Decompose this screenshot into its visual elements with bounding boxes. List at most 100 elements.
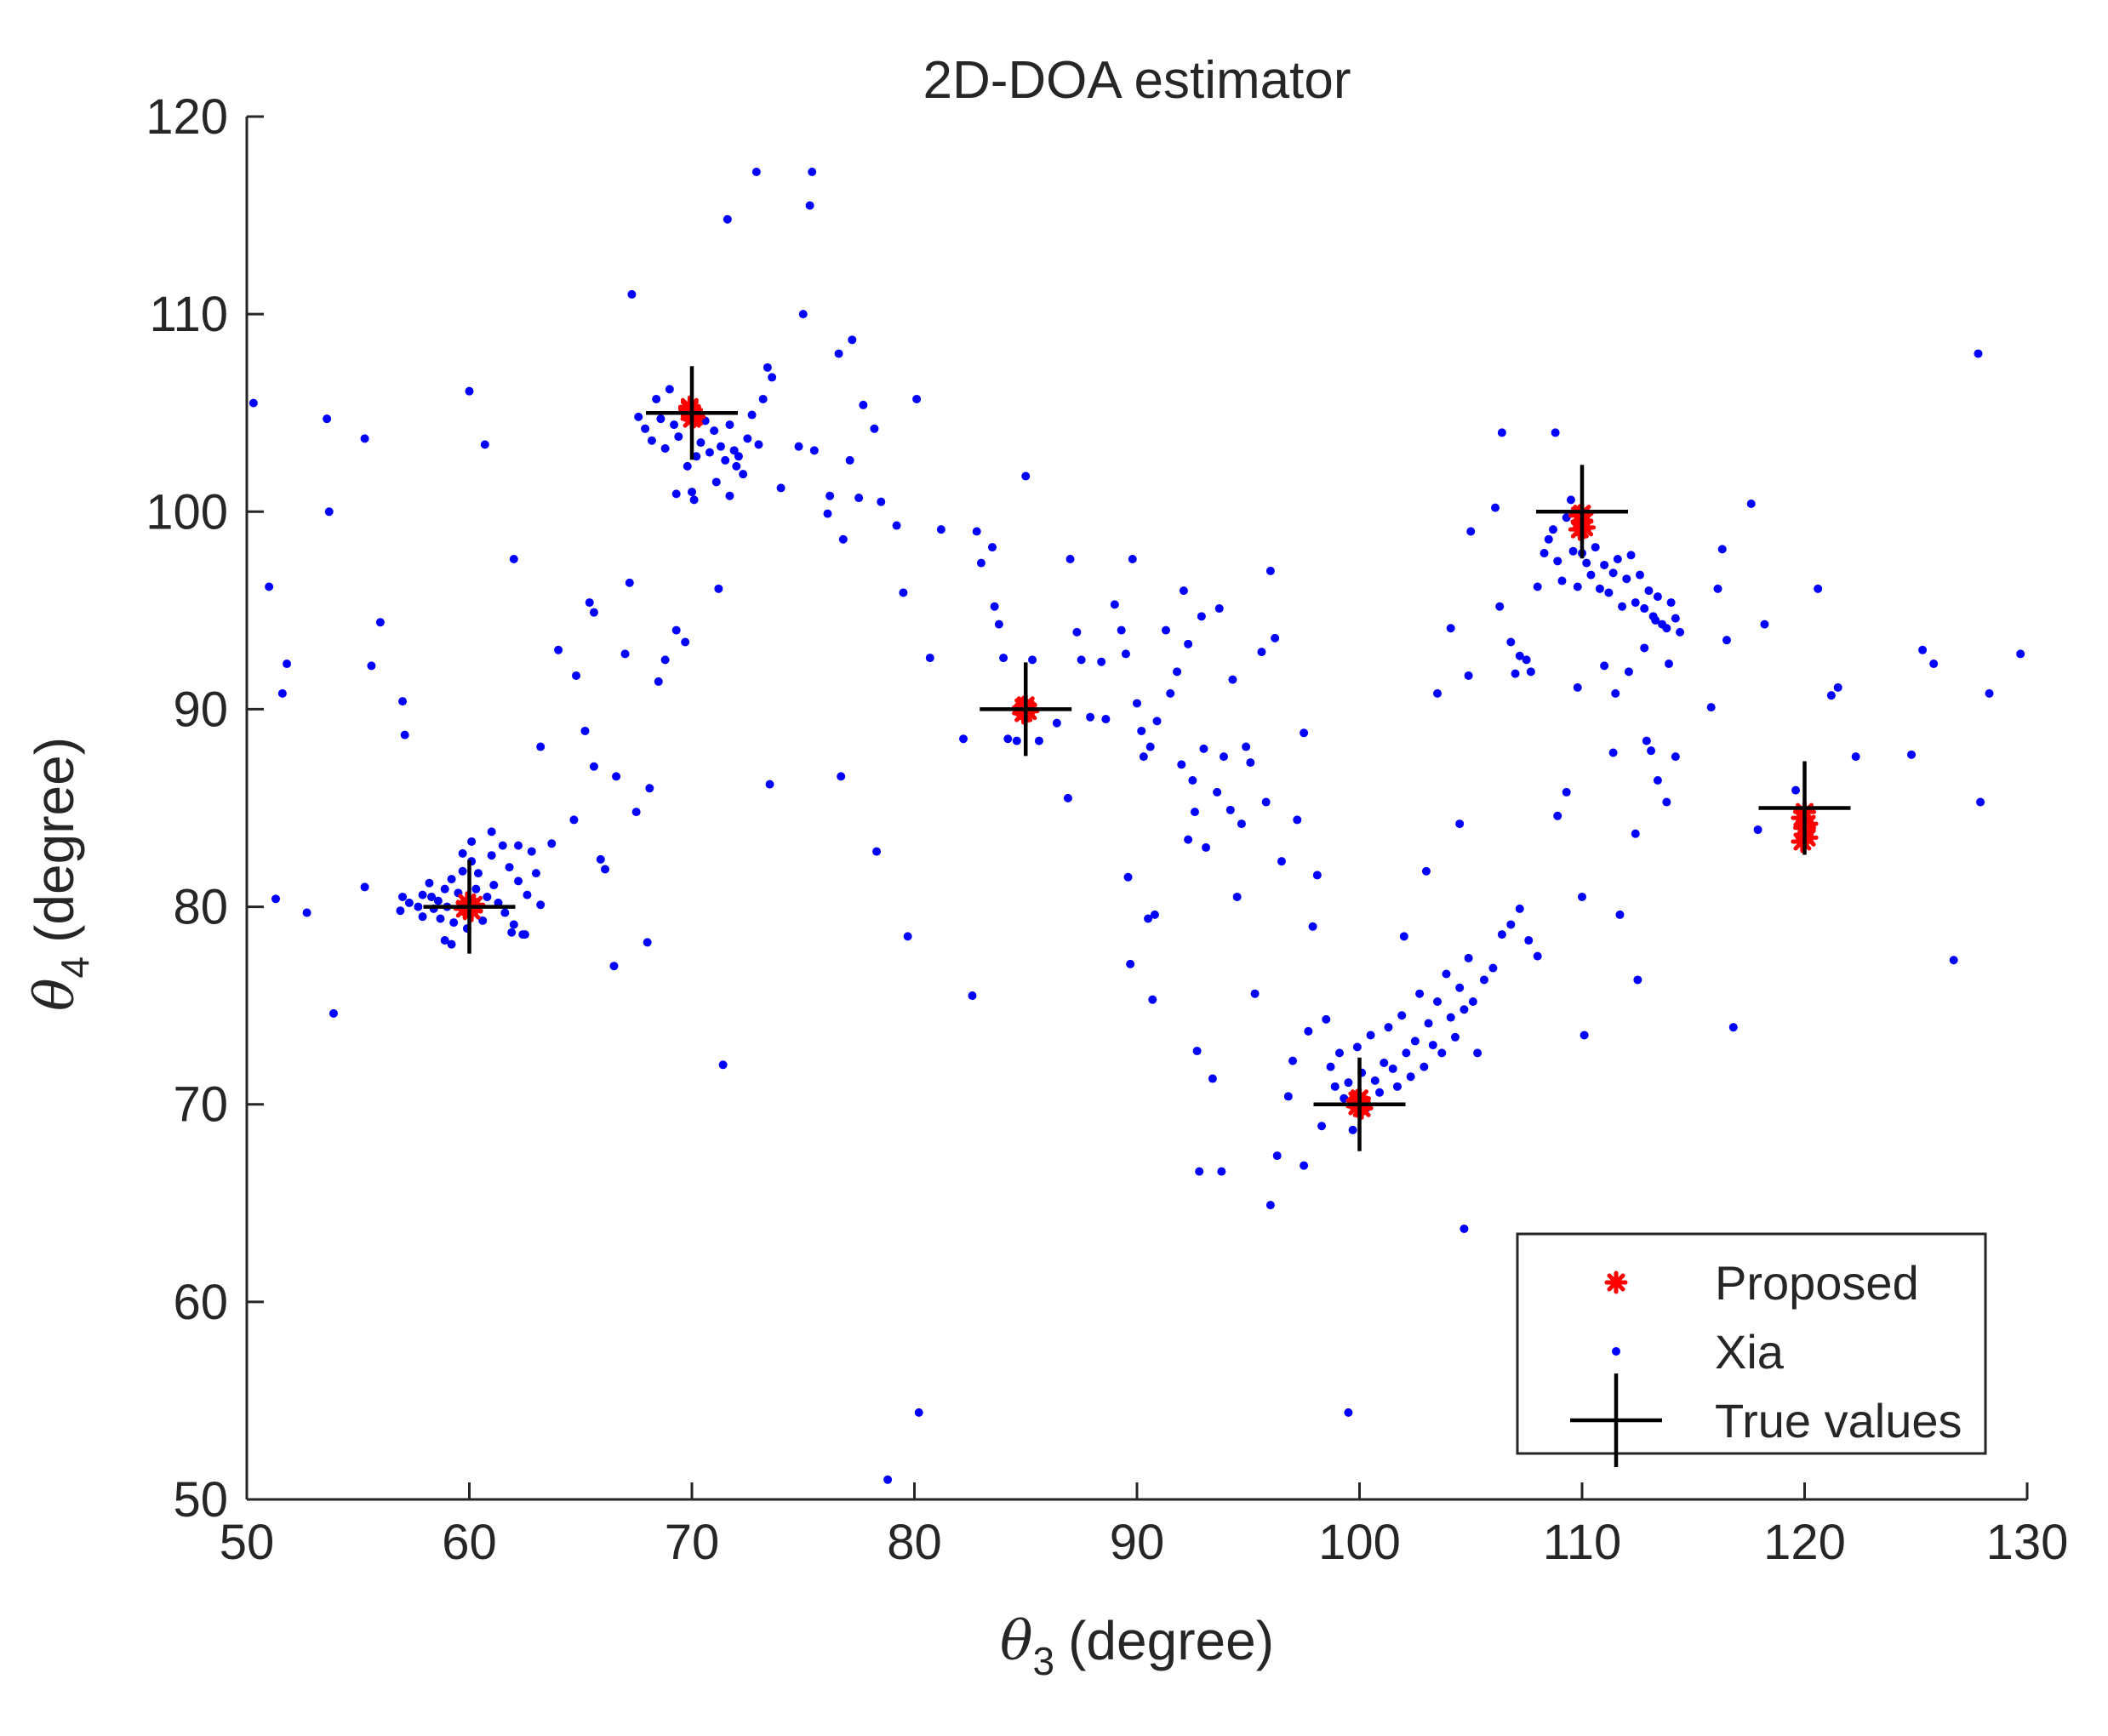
proposed-point [1795,812,1819,836]
x-tick-label: 80 [887,1515,942,1570]
xia-point [1949,956,1958,965]
xia-point [1600,560,1609,569]
xia-point [1676,627,1685,637]
xia-point [1455,819,1465,829]
xia-point [692,452,701,461]
xia-point [674,432,683,442]
xia-point [994,620,1003,629]
xia-point [1662,797,1671,807]
xia-point [794,442,803,451]
xia-point [725,420,734,430]
xia-point [1974,349,1983,358]
xia-point [1851,752,1860,762]
xia-point [589,762,598,771]
xia-point [1063,793,1072,802]
xia-point [1586,570,1596,580]
xia-point [1544,534,1553,544]
xia-point [1562,787,1571,797]
xia-point [710,426,719,436]
xia-point [1152,717,1162,726]
xia-point [645,784,654,793]
xia-point [1473,1048,1482,1058]
legend: Proposed Xia True values [1516,1232,1987,1467]
chart-title: 2D-DOA estimator [923,51,1351,110]
xia-point [739,470,748,479]
xia-point [1161,625,1170,635]
xia-point [1117,625,1126,635]
xia-point [328,1008,338,1018]
xia-point [1907,750,1917,759]
xia-point [859,400,868,409]
xia-point [1192,1047,1202,1056]
xia-point [1753,825,1762,835]
y-axis-label: θ4(degree) [24,737,97,1011]
x-tick-label: 110 [1543,1515,1621,1570]
x-tick-label: 50 [220,1515,275,1570]
xia-point [1388,1064,1397,1073]
xia-point [440,884,449,894]
xia-point [1653,592,1662,602]
xia-point [1410,1036,1420,1046]
xia-point [1664,660,1673,669]
true-value-marker [1313,1057,1406,1151]
xia-point [1177,760,1186,769]
xia-point [1219,752,1228,762]
xia-point [671,489,681,499]
xia-point [483,892,492,901]
xia-point [1573,582,1582,591]
xia-point [249,398,258,408]
xia-point [1213,787,1222,797]
xia-point [776,483,786,493]
xia-point [631,808,641,817]
xia-point [732,461,741,471]
xia-point [1097,657,1106,666]
xia-point [1126,959,1135,968]
xia-point [1197,612,1206,621]
xia-point [1242,742,1251,751]
xia-point [903,932,912,941]
xia-point [1121,649,1130,659]
xia-point [572,671,581,680]
xia-point [1760,620,1769,629]
xia-point [1595,584,1604,593]
true-value-marker [1536,465,1628,559]
xia-point [1433,997,1442,1006]
xia-point [1421,866,1431,876]
series-true [423,366,1851,1151]
xia-point [1250,989,1260,998]
xia-point [1133,699,1141,708]
xia-point [899,588,908,597]
xia-point [838,534,848,544]
xia-point [1012,736,1021,745]
xia-point [1533,951,1542,961]
xia-point [1515,651,1524,660]
xia-point [1540,549,1549,558]
xia-point [1237,819,1246,829]
xia-point [1101,715,1111,724]
xia-point [1179,586,1188,596]
y-tick-label: 90 [173,682,228,737]
x-tick-label: 90 [1110,1515,1165,1570]
true-value-marker [1758,761,1851,855]
xia-point [507,928,517,937]
xia-point [1003,734,1013,744]
xia-point [1651,615,1660,625]
proposed-point [1568,517,1591,541]
xia-point [754,440,763,449]
xia-point [1631,598,1640,608]
xia-point [1402,1048,1411,1058]
xia-point [398,697,408,706]
xia-point [601,865,610,874]
xia-point [1506,920,1516,929]
xia-point [520,930,529,939]
xia-point [968,991,977,1001]
xia-point [716,442,725,451]
xia-point [1666,598,1676,608]
xia-point [367,661,376,671]
xia-point [1468,997,1477,1006]
xia-point [1640,643,1649,653]
xia-point [1144,914,1153,923]
xia-point [1052,718,1061,728]
xia-point [447,939,456,949]
